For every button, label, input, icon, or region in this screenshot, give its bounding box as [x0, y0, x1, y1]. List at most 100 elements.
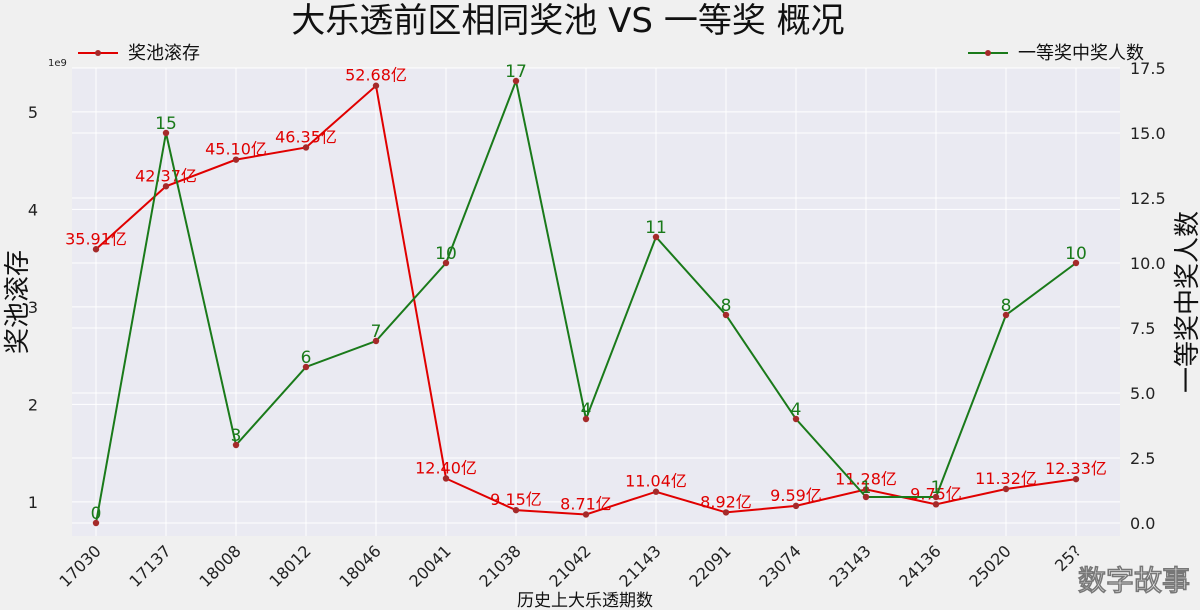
data-label: 46.35亿 — [275, 127, 337, 146]
legend-left: 奖池滚存 — [78, 43, 200, 64]
data-label: 12.40亿 — [415, 458, 477, 477]
data-label: 12.33亿 — [1045, 459, 1107, 478]
data-label: 11.28亿 — [835, 469, 897, 488]
plot-area — [72, 68, 1120, 536]
data-label: 7 — [371, 322, 382, 342]
data-point — [862, 486, 870, 493]
data-point — [652, 233, 660, 241]
data-point — [512, 77, 520, 85]
data-point — [92, 519, 100, 527]
data-label: 4 — [791, 400, 802, 420]
data-point — [932, 493, 940, 501]
data-point — [1002, 311, 1010, 319]
data-point — [652, 488, 660, 495]
data-point — [1072, 259, 1080, 267]
x-tick-label: 18046 — [335, 541, 384, 590]
x-axis-label: 历史上大乐透期数 — [517, 591, 653, 610]
series-jackpot: 35.91亿 42.37亿 45.10亿 46.35亿 52.68亿 12.40亿 9.15… — [65, 66, 1107, 518]
right-tick-label: 0.0 — [1130, 514, 1155, 533]
data-label: 8.92亿 — [700, 492, 752, 511]
left-tick-label: 1 — [28, 493, 38, 512]
right-tick-label: 5.0 — [1130, 384, 1155, 403]
grid — [72, 67, 1120, 536]
legend-right: 一等奖中奖人数 — [968, 43, 1144, 64]
data-label: 1 — [861, 478, 872, 498]
data-label: 3 — [231, 426, 242, 446]
data-point — [862, 493, 870, 501]
data-point — [932, 501, 940, 508]
right-tick-label: 2.5 — [1130, 449, 1155, 468]
left-tick-label: 5 — [28, 103, 38, 122]
data-label: 1 — [931, 478, 942, 498]
data-label: 35.91亿 — [65, 229, 127, 248]
left-scale-note: 1e9 — [48, 58, 67, 69]
data-label: 9.59亿 — [770, 486, 822, 505]
data-label: 17 — [505, 62, 527, 82]
legend-right-marker — [985, 50, 991, 56]
right-tick-label: 7.5 — [1130, 319, 1155, 338]
data-point — [372, 337, 380, 345]
data-label: 42.37亿 — [135, 166, 197, 185]
data-point — [442, 475, 450, 482]
data-point — [302, 363, 310, 371]
data-point — [442, 259, 450, 267]
data-label: 11.04亿 — [625, 472, 687, 491]
data-label: 8 — [721, 296, 732, 316]
x-tick-label: 23143 — [825, 541, 874, 590]
x-tick-label: 21042 — [545, 541, 594, 590]
data-point — [1002, 485, 1010, 493]
x-tick-label: 25020 — [965, 541, 1014, 590]
data-point — [162, 129, 170, 137]
x-axis-ticks: 17030 17137 18008 18012 18046 20041 21038 21042… — [55, 541, 1084, 590]
data-label: 52.68亿 — [345, 66, 407, 85]
data-point — [92, 246, 100, 253]
data-label: 0 — [91, 504, 102, 524]
x-tick-label: 21143 — [615, 541, 664, 590]
legend-left-marker — [95, 50, 101, 56]
data-label: 8.71亿 — [560, 494, 612, 513]
watermark: 数字故事 — [1078, 564, 1190, 597]
data-point — [162, 183, 170, 190]
right-tick-label: 15.0 — [1130, 124, 1166, 143]
y-axis-label-left: 奖池滚存 — [3, 250, 33, 354]
x-tick-label: 17137 — [125, 541, 174, 590]
data-label: 8 — [1001, 296, 1012, 316]
chart-title: 大乐透前区相同奖池 VS 一等奖 概况 — [291, 1, 844, 41]
data-label: 6 — [301, 348, 312, 368]
data-point — [722, 509, 730, 516]
y-axis-label-right: 一等奖中奖人数 — [1173, 211, 1200, 393]
data-point — [232, 156, 240, 163]
x-tick-label: 24136 — [895, 541, 944, 590]
data-point — [722, 311, 730, 319]
data-label: 9.15亿 — [490, 490, 542, 509]
legend-right-label: 一等奖中奖人数 — [1018, 43, 1144, 64]
x-tick-label: 21038 — [475, 541, 524, 590]
x-tick-label: 23074 — [755, 541, 804, 590]
left-axis-ticks: 1 2 3 4 5 — [28, 103, 38, 512]
left-tick-label: 3 — [28, 298, 38, 317]
data-point — [792, 415, 800, 423]
data-label: 11.32亿 — [975, 469, 1037, 488]
data-point — [792, 502, 800, 510]
data-point — [1072, 475, 1080, 483]
legend-left-label: 奖池滚存 — [128, 43, 200, 64]
x-tick-label: 17030 — [55, 541, 104, 590]
data-point — [232, 441, 240, 449]
data-label: 4 — [581, 400, 592, 420]
data-point — [582, 511, 590, 518]
data-point — [302, 144, 310, 151]
x-tick-label: 18012 — [265, 541, 314, 590]
data-point — [512, 506, 520, 514]
right-axis-ticks: 0.0 2.5 5.0 7.5 10.0 12.5 15.0 17.5 — [1130, 59, 1166, 533]
data-label: 15 — [155, 114, 177, 134]
x-tick-label: 20041 — [405, 541, 454, 590]
left-tick-label: 4 — [28, 200, 38, 219]
right-tick-label: 17.5 — [1130, 59, 1166, 78]
data-point — [582, 415, 590, 423]
x-tick-label: 22091 — [685, 541, 734, 590]
x-tick-label: 18008 — [195, 541, 244, 590]
right-tick-label: 12.5 — [1130, 189, 1166, 208]
data-label: 10 — [435, 244, 457, 264]
data-label: 10 — [1065, 244, 1087, 264]
